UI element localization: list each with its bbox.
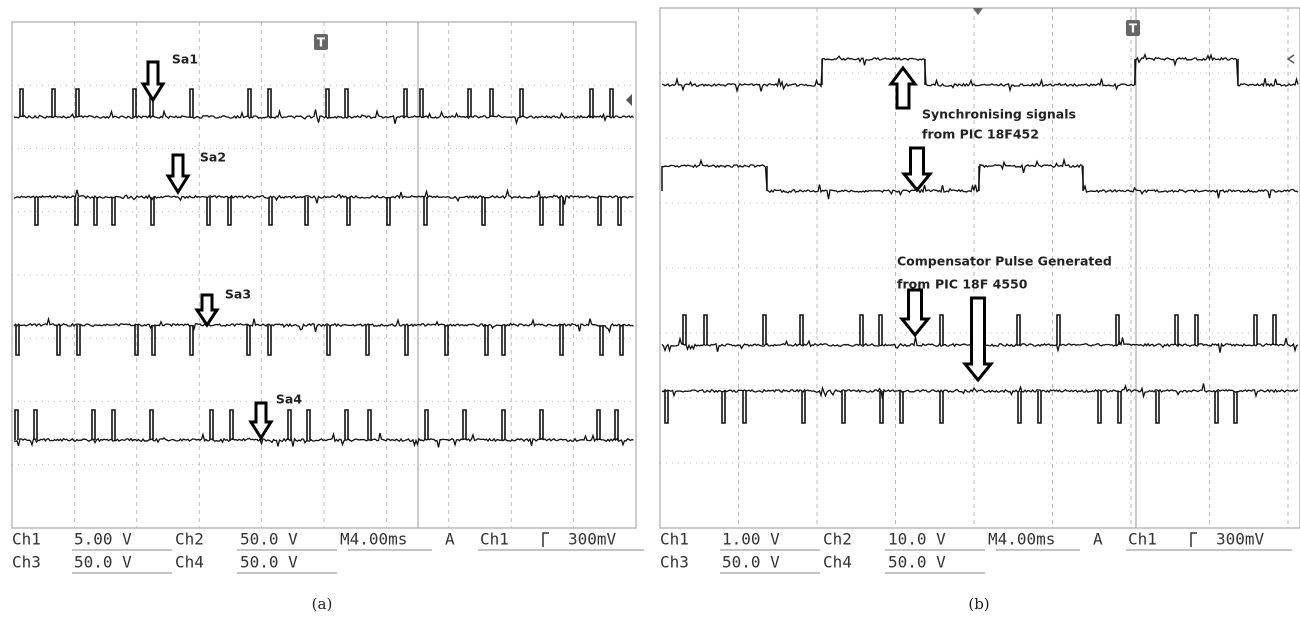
status-text: 10.0 V [888, 530, 946, 549]
channel-label: Sa4 [276, 392, 302, 407]
status-text: A [445, 530, 455, 549]
status-text: 300mV [568, 530, 617, 549]
status-text: A [1093, 530, 1103, 549]
channel-label: Sa3 [225, 287, 251, 302]
slope-icon [1191, 533, 1197, 547]
trigger-label: T [1129, 22, 1138, 36]
status-text: Ch1 [660, 530, 689, 549]
status-text: 50.0 V [240, 530, 298, 549]
status-text: 50.0 V [240, 553, 298, 572]
channel-label: Sa2 [200, 150, 226, 165]
status-text: 50.0 V [74, 553, 132, 572]
status-text: Ch1 [12, 530, 41, 549]
status-text: Ch1 [480, 530, 509, 549]
slope-icon [543, 533, 549, 547]
status-text: 5.00 V [74, 530, 132, 549]
annotation: from PIC 18F452 [922, 127, 1039, 142]
status-text: 50.0 V [888, 553, 946, 572]
status-text: 50.0 V [722, 553, 780, 572]
status-text: Ch3 [12, 553, 41, 572]
status-text: Ch2 [823, 530, 852, 549]
annotation: from [897, 277, 930, 292]
annotation: Compensator Pulse Generated [897, 254, 1112, 269]
figure: T Sa1 Sa2 Sa3 Sa4 Ch1 5.00 V Ch2 50.0 V M4.00ms A C… [0, 0, 1300, 618]
status-text: Ch1 [1128, 530, 1157, 549]
status-text: Ch4 [823, 553, 852, 572]
annotation: Synchronising signals [922, 107, 1076, 122]
status-text: Ch4 [175, 553, 204, 572]
page: {"panels": [ {"caption": "(a)", "trigger… [0, 0, 1300, 618]
status-text: 300mV [1216, 530, 1265, 549]
status-text: Ch2 [175, 530, 204, 549]
annotation: PIC 18F 4550 [935, 277, 1028, 292]
trigger-label: T [317, 36, 326, 50]
channel-label: Sa1 [172, 52, 198, 67]
caption: (b) [968, 595, 989, 613]
caption: (a) [312, 595, 333, 613]
status-text: M4.00ms [988, 530, 1055, 549]
status-text: Ch3 [660, 553, 689, 572]
status-text: 1.00 V [722, 530, 780, 549]
status-text: M4.00ms [340, 530, 407, 549]
